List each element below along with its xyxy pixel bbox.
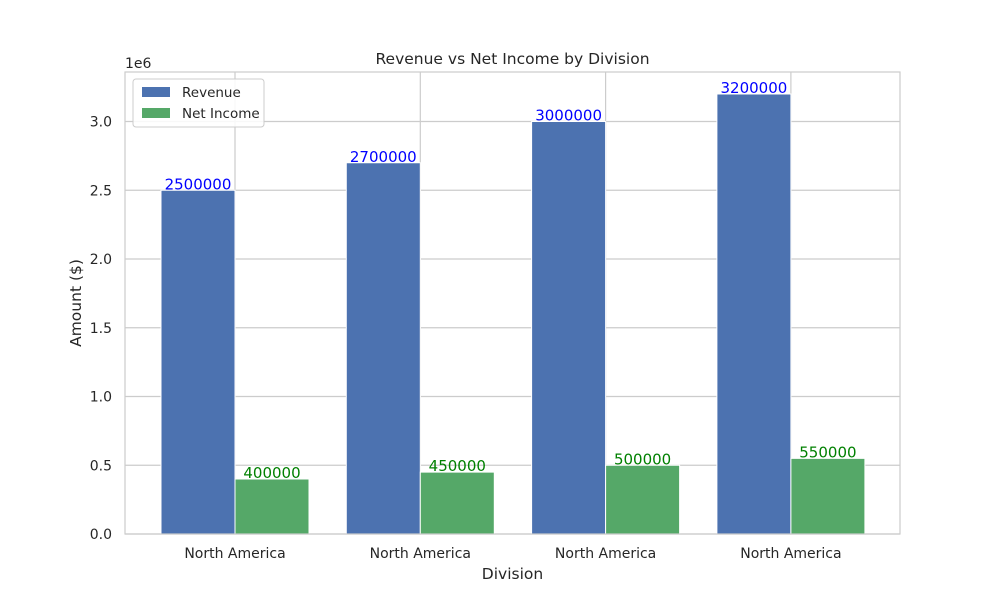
legend-label-revenue: Revenue xyxy=(182,85,241,101)
data-label-revenue: 2700000 xyxy=(350,148,417,166)
legend: Revenue Net Income xyxy=(132,78,265,128)
y-axis-label: Amount ($) xyxy=(67,259,85,347)
x-tick-label: North America xyxy=(184,546,285,562)
bars xyxy=(160,93,866,535)
data-label-revenue: 3200000 xyxy=(720,79,787,97)
bar-revenue xyxy=(531,121,607,535)
y-tick-label: 2.5 xyxy=(90,183,112,199)
plot-area-frame xyxy=(124,71,901,535)
legend-swatch-net-income xyxy=(142,108,170,118)
y-tick-label: 0.0 xyxy=(90,527,112,543)
bar-revenue xyxy=(716,93,792,535)
x-tick-label: North America xyxy=(370,546,471,562)
bar-net-income xyxy=(419,471,495,535)
y-tick-label: 0.5 xyxy=(90,458,112,474)
data-label-revenue: 2500000 xyxy=(165,175,232,193)
y-tick-label: 3.0 xyxy=(90,115,112,131)
data-label-net-income: 550000 xyxy=(799,443,856,461)
data-label-revenue: 3000000 xyxy=(535,107,602,125)
y-tick-label: 2.0 xyxy=(90,252,112,268)
legend-swatch-revenue xyxy=(142,87,170,97)
y-tick-label: 1.5 xyxy=(90,321,112,337)
bar-net-income xyxy=(234,478,310,535)
x-tick-label: North America xyxy=(555,546,656,562)
data-label-net-income: 400000 xyxy=(243,464,300,482)
data-labels: 2500000 2700000 3000000 3200000 400000 450000… xyxy=(165,79,857,482)
x-tick-label: North America xyxy=(740,546,841,562)
x-axis-label: Division xyxy=(482,565,543,583)
legend-label-net-income: Net Income xyxy=(182,106,260,122)
bar-revenue xyxy=(345,162,421,535)
y-axis-offset-label: 1e6 xyxy=(125,56,152,72)
y-tick-label: 1.0 xyxy=(90,390,112,406)
bar-net-income xyxy=(790,457,866,535)
axis-ticks: 0.0 0.5 1.0 1.5 2.0 2.5 3.0 North America North … xyxy=(90,115,842,563)
data-label-net-income: 450000 xyxy=(429,457,486,475)
bar-net-income xyxy=(605,464,681,535)
chart-title: Revenue vs Net Income by Division xyxy=(375,50,649,68)
bar-revenue xyxy=(160,189,236,535)
data-label-net-income: 500000 xyxy=(614,450,671,468)
